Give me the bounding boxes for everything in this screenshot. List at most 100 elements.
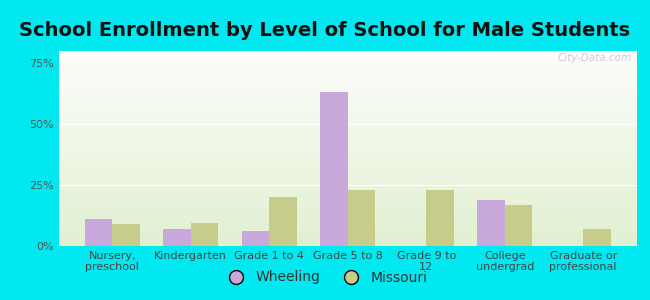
Bar <box>242 231 269 246</box>
Bar <box>58 235 637 236</box>
Bar <box>58 129 637 130</box>
Bar <box>58 121 637 122</box>
Bar <box>58 155 637 156</box>
Bar <box>58 239 637 240</box>
Bar <box>58 53 637 54</box>
Bar <box>58 86 637 87</box>
Bar <box>58 111 637 112</box>
Bar <box>58 231 637 232</box>
Bar <box>58 141 637 142</box>
Bar <box>58 102 637 103</box>
Bar <box>58 204 637 205</box>
Bar <box>58 240 637 241</box>
Bar <box>58 52 637 53</box>
Bar <box>58 131 637 132</box>
Bar <box>58 51 637 52</box>
Bar <box>58 145 637 146</box>
Text: City-Data.com: City-Data.com <box>557 53 631 63</box>
Bar <box>58 196 637 197</box>
Bar <box>58 110 637 111</box>
Bar <box>58 57 637 58</box>
Bar <box>58 132 637 133</box>
Bar <box>58 182 637 183</box>
Bar <box>58 190 637 191</box>
Bar <box>58 120 637 121</box>
Bar <box>58 170 637 171</box>
Bar <box>477 200 505 246</box>
Bar <box>58 58 637 59</box>
Bar <box>58 55 637 56</box>
Bar <box>58 169 637 170</box>
Bar <box>58 81 637 82</box>
Bar <box>58 80 637 81</box>
Bar <box>58 199 637 200</box>
Bar <box>58 165 637 166</box>
Bar <box>58 95 637 96</box>
Bar <box>58 54 637 55</box>
Bar <box>58 117 637 118</box>
Bar <box>58 173 637 174</box>
Bar <box>58 208 637 209</box>
Bar <box>58 167 637 168</box>
Bar <box>58 212 637 213</box>
Bar <box>348 190 375 246</box>
Bar <box>58 210 637 211</box>
Bar <box>58 105 637 106</box>
Bar <box>58 116 637 117</box>
Bar <box>58 126 637 127</box>
Bar <box>58 82 637 83</box>
Bar <box>58 60 637 61</box>
Bar <box>58 125 637 126</box>
Bar <box>58 162 637 163</box>
Bar <box>58 215 637 216</box>
Bar <box>58 79 637 80</box>
Bar <box>84 219 112 246</box>
Bar <box>58 195 637 196</box>
Bar <box>320 92 348 246</box>
Bar <box>58 203 637 204</box>
Bar <box>58 100 637 101</box>
Bar <box>583 229 611 246</box>
Bar <box>58 124 637 125</box>
Bar <box>58 234 637 235</box>
Bar <box>58 68 637 70</box>
Bar <box>58 70 637 71</box>
Bar <box>58 188 637 190</box>
Bar <box>58 185 637 187</box>
Bar <box>58 153 637 154</box>
Bar <box>58 134 637 135</box>
Bar <box>58 176 637 177</box>
Bar <box>58 74 637 75</box>
Bar <box>58 67 637 68</box>
Bar <box>58 156 637 157</box>
Bar <box>58 245 637 246</box>
Bar <box>58 205 637 206</box>
Bar <box>58 72 637 74</box>
Bar <box>58 230 637 231</box>
Bar <box>58 109 637 110</box>
Bar <box>58 191 637 192</box>
Bar <box>58 77 637 78</box>
Bar <box>58 226 637 227</box>
Bar <box>58 97 637 98</box>
Bar <box>58 140 637 141</box>
Bar <box>58 181 637 182</box>
Bar <box>58 192 637 193</box>
Bar <box>58 227 637 229</box>
Bar <box>58 213 637 214</box>
Bar <box>58 238 637 239</box>
Bar <box>58 136 637 137</box>
Bar <box>426 190 454 246</box>
Bar <box>58 217 637 218</box>
Bar <box>58 218 637 219</box>
Bar <box>58 64 637 66</box>
Bar <box>58 241 637 242</box>
Bar <box>58 159 637 160</box>
Bar <box>58 174 637 175</box>
Bar <box>58 237 637 238</box>
Bar <box>58 127 637 128</box>
Bar <box>58 224 637 226</box>
Bar <box>58 211 637 212</box>
Bar <box>58 222 637 223</box>
Bar <box>58 183 637 184</box>
